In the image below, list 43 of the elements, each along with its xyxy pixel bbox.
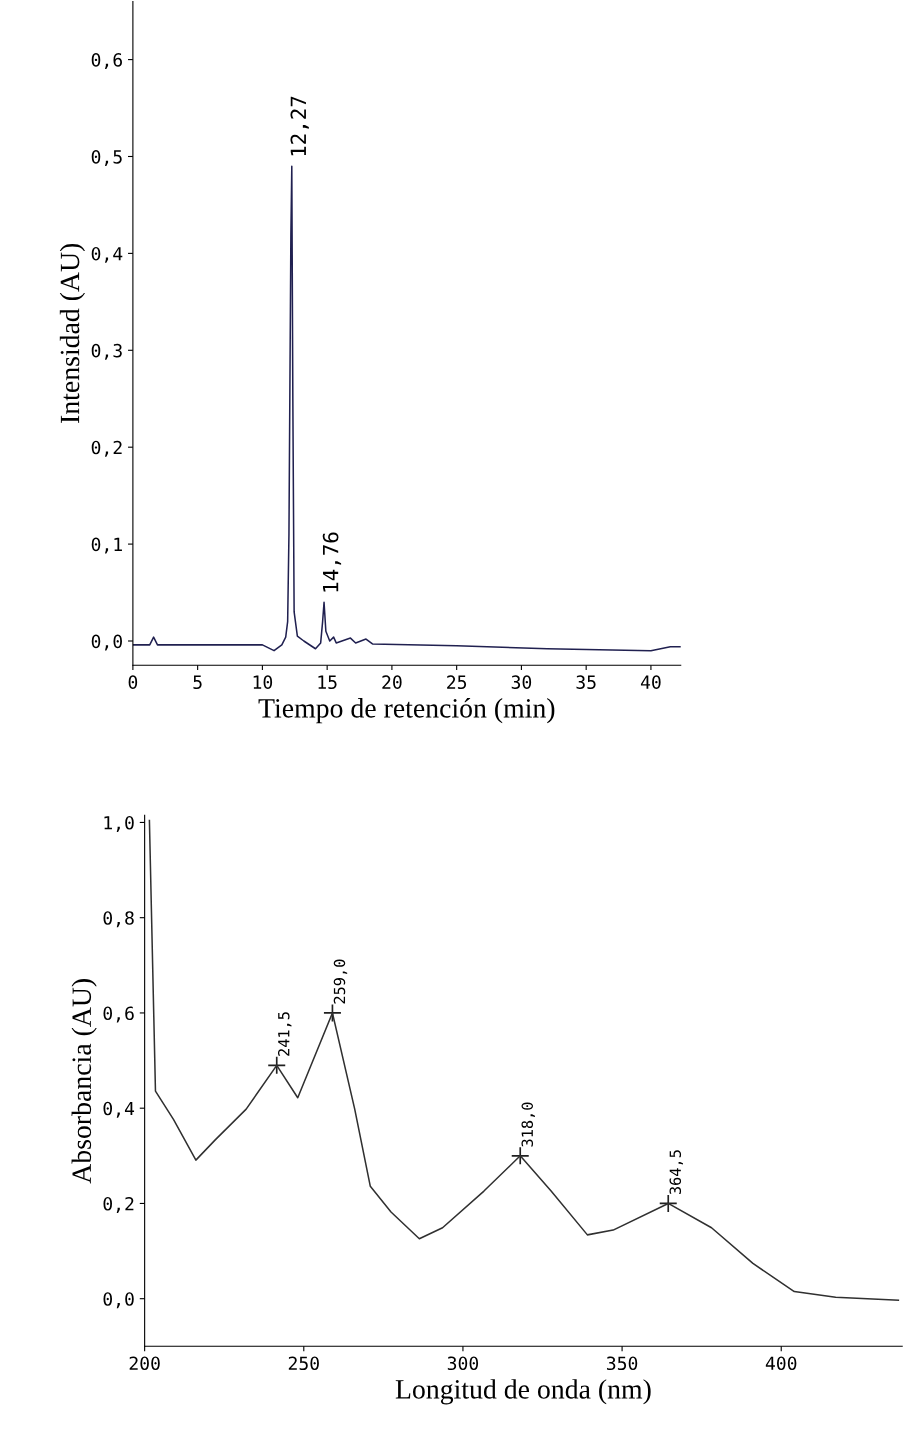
x-axis-title: Tiempo de retención (min) [258,698,555,724]
y-tick-label: 0,2 [103,1196,134,1213]
y-tick-label: 0,0 [103,1292,134,1309]
y-tick-label: 0,0 [91,634,122,651]
x-tick-label: 15 [318,675,337,690]
x-tick-label: 400 [765,1356,797,1371]
annotation: 241,5 [277,1012,292,1056]
annotation: 318,0 [521,1102,535,1147]
x-tick-label: 0 [128,675,138,690]
line-series [132,165,681,652]
y-tick-label: 0,6 [103,1006,134,1023]
y-axis-title: Intensidad (AU) [59,243,85,423]
point [510,1146,530,1166]
x-axis-title: Longitud de onda (nm) [395,1379,651,1405]
x-tick-label: 350 [606,1356,638,1371]
annotation: 259,0 [333,959,348,1004]
y-axis-title: Absorbancia (AU) [71,979,97,1184]
x-tick-label: 10 [253,675,273,690]
y-tick-label: 0,8 [103,911,134,928]
y-tick-label: 0,1 [91,537,122,554]
point [267,1055,287,1075]
annotation: 14,76 [322,532,342,592]
x-tick-label: 250 [288,1356,319,1371]
y-tick-label: 0,2 [91,440,122,457]
y-tick-label: 0,4 [91,246,123,263]
line-series [148,819,900,1301]
y-tick-label: 0,5 [91,149,122,166]
y-tick-label: 1,0 [104,815,134,832]
point [323,1003,342,1023]
x-tick-label: 40 [640,675,661,690]
x-tick-label: 200 [129,1356,160,1371]
y-tick-label: 0,3 [91,343,122,360]
y-tick-label: 0,4 [103,1101,135,1118]
annotation: 12,27 [290,96,309,156]
x-tick-label: 20 [382,675,402,690]
annotation: 364,5 [669,1150,683,1195]
point [658,1194,678,1213]
x-tick-label: 25 [447,675,467,690]
x-tick-label: 5 [193,675,202,690]
x-tick-label: 300 [447,1356,479,1371]
x-tick-label: 30 [511,675,532,690]
x-tick-label: 35 [576,675,596,690]
y-tick-label: 0,6 [91,53,122,70]
